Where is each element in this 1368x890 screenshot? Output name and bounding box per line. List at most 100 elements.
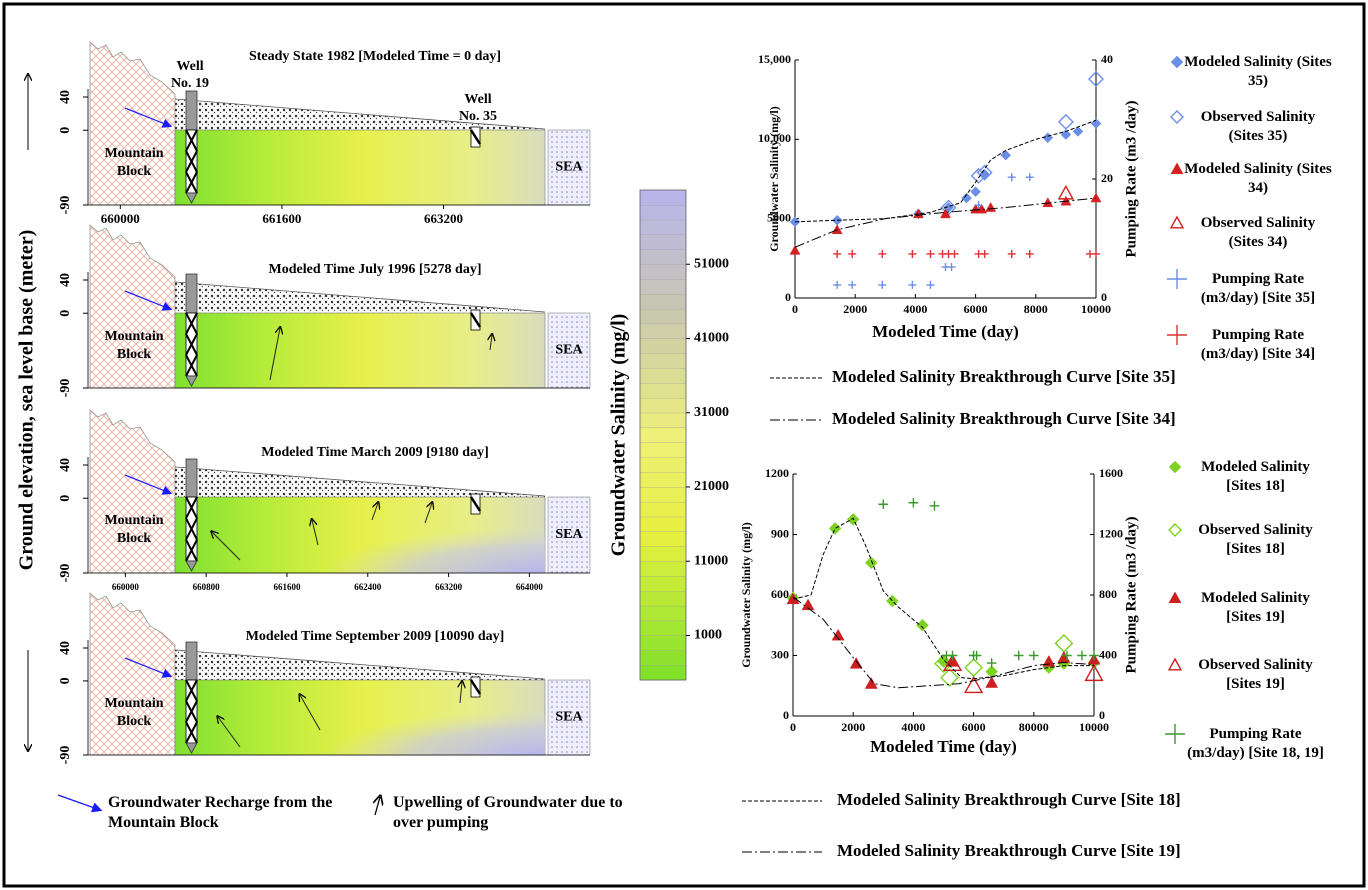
well-screen-x (185, 150, 198, 173)
y2-axis-label: Pumping Rate (m3 /day) (1123, 100, 1139, 257)
y-tick-label: 600 (771, 587, 789, 601)
data-point (985, 676, 999, 688)
well-tip (185, 192, 198, 204)
legend-label: Observed Salinity [Sites 19] (1198, 657, 1313, 692)
data-point (1057, 113, 1074, 130)
recharge-arrow (124, 290, 173, 311)
sea-label: SEA (555, 343, 583, 358)
y2-tick-label: 20 (1101, 171, 1113, 185)
data-point (1084, 663, 1104, 682)
y-tick-label: 0 (58, 495, 73, 502)
x-tick-label: 661600 (273, 582, 301, 592)
well-screen-x (185, 354, 198, 377)
colorbar-tick-label: 21000 (694, 479, 729, 494)
y-tick-label: 0 (58, 677, 73, 684)
colorbar-band (639, 323, 687, 339)
colorbar-band (639, 605, 687, 622)
curve (794, 119, 1097, 223)
y2-axis-label: Pumping Rate (m3 /day) (1123, 516, 1139, 673)
data-point (864, 677, 878, 689)
legend-marker (1165, 724, 1185, 744)
well-casing (185, 458, 198, 498)
ground-surface (174, 649, 546, 680)
well-screen-x (185, 700, 198, 723)
legend-marker (1170, 55, 1184, 69)
data-point (848, 280, 857, 289)
recharge-arrow (124, 657, 173, 678)
colorbar-tick-label: 41000 (694, 331, 729, 346)
legend-marker (1168, 460, 1182, 474)
panel-title: Modeled Time July 1996 [5278 day] (269, 262, 482, 277)
data-point (964, 658, 983, 677)
legend-marker (1168, 523, 1182, 537)
y-tick-label: 40 (58, 641, 73, 655)
x-tick-label: 10000 (1079, 720, 1109, 734)
data-point (1042, 132, 1054, 144)
well-label: No. 19 (171, 76, 209, 91)
well-screen-x (185, 517, 198, 541)
land-label: Block (117, 531, 151, 546)
y2-tick-label: 40 (1101, 52, 1113, 66)
colorbar-band (639, 442, 687, 458)
data-point (1090, 118, 1102, 129)
data-point (980, 249, 989, 258)
x-tick-label: 660800 (193, 582, 221, 592)
well-screen-x (185, 496, 198, 519)
sea-label: SEA (555, 160, 583, 175)
land-label: Mountain (104, 696, 163, 711)
data-point (1042, 655, 1056, 667)
legend-label: Pumping Rate (m3/day) [Site 34] (1200, 327, 1316, 362)
upwelling-arrow (218, 717, 241, 748)
aquifer (174, 129, 546, 206)
well-tip (185, 375, 198, 387)
y-tick-label: -90 (58, 746, 73, 765)
legend-marker (1170, 110, 1184, 124)
colorbar-band (639, 308, 687, 325)
colorbar-band (639, 293, 687, 310)
data-point (878, 499, 889, 510)
data-point (964, 675, 984, 694)
land-label: Mountain (104, 513, 163, 528)
panel-title: Modeled Time March 2009 [9180 day] (261, 445, 489, 460)
data-point (940, 668, 959, 688)
x-axis-label: Modeled Time (day) (870, 737, 1017, 756)
data-point (950, 249, 959, 258)
data-point (926, 280, 935, 289)
colorbar-band (639, 620, 687, 636)
mountain (89, 592, 176, 756)
data-point (1090, 192, 1102, 203)
data-point (908, 497, 919, 508)
upwelling-arrow (490, 335, 492, 351)
data-point (1072, 126, 1084, 137)
colorbar-title: Groundwater Salinity (mg/l) (608, 314, 630, 557)
legend-label: Modeled Salinity (Sites 35) (1184, 54, 1332, 89)
legend-text: Upwelling of Groundwater due to over pum… (393, 794, 623, 831)
colorbar-tick-label: 51000 (694, 256, 729, 271)
data-point (1092, 249, 1100, 258)
data-point (971, 650, 982, 661)
ground-surface (174, 281, 546, 313)
legend-label: Modeled Salinity Breakthrough Curve [Sit… (837, 790, 1181, 809)
x-tick-label: 4000 (903, 302, 927, 316)
data-point (926, 249, 935, 258)
saline-zone (175, 680, 545, 755)
well-casing (185, 90, 198, 131)
data-point (1089, 650, 1099, 661)
data-point (976, 164, 993, 181)
data-point (961, 192, 972, 204)
legend-text: Groundwater Recharge from the Mountain B… (108, 794, 333, 831)
y2-tick-label: 800 (1099, 587, 1117, 601)
legend-label: Modeled Salinity (Sites 34) (1184, 161, 1332, 196)
colorbar-band (639, 249, 687, 265)
x-tick-label: 80000 (1019, 720, 1049, 734)
x-axis-label: Modeled Time (day) (872, 322, 1019, 341)
colorbar-tick-label: 31000 (694, 405, 729, 420)
legend-label: Modeled Salinity Breakthrough Curve [Sit… (832, 367, 1176, 386)
well-screen-x (185, 721, 198, 744)
x-tick-label: 2000 (843, 302, 867, 316)
colorbar-band (639, 516, 687, 532)
y2-tick-label: 400 (1099, 647, 1117, 661)
legend-marker (1169, 215, 1185, 229)
colorbar-band (639, 382, 687, 399)
data-point (942, 653, 963, 671)
